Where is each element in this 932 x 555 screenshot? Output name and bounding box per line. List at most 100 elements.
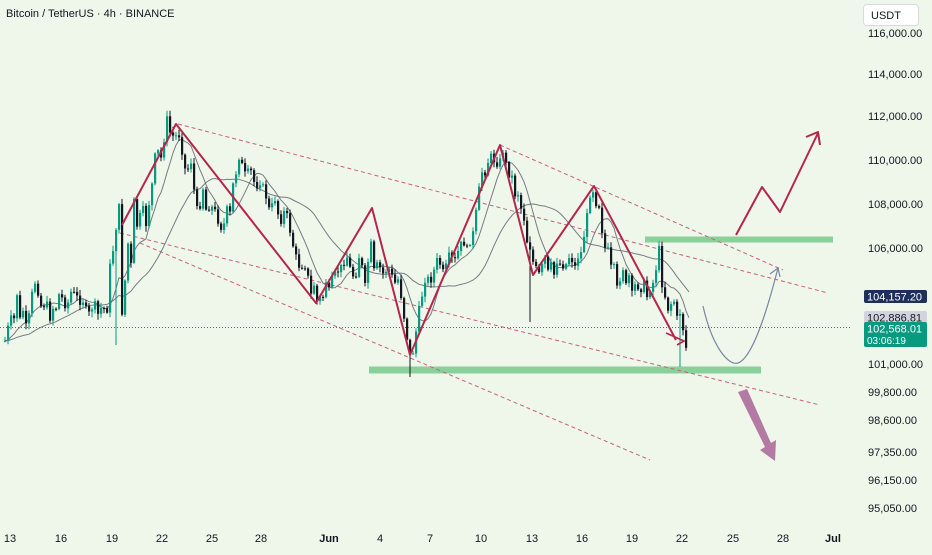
candle-body xyxy=(337,271,340,273)
candle-body xyxy=(400,279,403,299)
candle-body xyxy=(541,263,544,273)
candle-body xyxy=(409,339,412,354)
x-tick-label: Jun xyxy=(319,533,339,545)
candle-body xyxy=(247,168,250,172)
candle-body xyxy=(112,251,115,264)
candle-body xyxy=(76,291,79,296)
annotations-layer xyxy=(121,123,821,461)
currency-button[interactable]: USDT xyxy=(863,4,919,26)
candle-body xyxy=(517,195,520,197)
candle-body xyxy=(391,268,394,275)
candle-body xyxy=(340,264,343,273)
candle-body xyxy=(652,282,655,292)
x-tick-label: 22 xyxy=(676,533,688,545)
candle-body xyxy=(49,301,52,321)
candle-body xyxy=(445,263,448,270)
candle-body xyxy=(352,266,355,277)
x-tick-label: 13 xyxy=(4,533,16,545)
candle-body xyxy=(634,284,637,291)
candle-body xyxy=(88,305,91,312)
candle-body xyxy=(262,184,265,186)
candle-body xyxy=(202,189,205,209)
candle-body xyxy=(244,163,247,172)
middle-channel-line xyxy=(119,232,821,406)
candle-body xyxy=(106,308,109,313)
candle-body xyxy=(34,283,37,292)
y-tick-label: 112,000.00 xyxy=(868,111,922,123)
candle-body xyxy=(118,204,121,230)
candle-body xyxy=(397,279,400,283)
candle-body xyxy=(658,246,661,271)
candle-body xyxy=(571,258,574,263)
candle-body xyxy=(331,275,334,288)
candle-body xyxy=(508,162,511,178)
x-tick-label: 7 xyxy=(427,533,433,545)
candle-body xyxy=(313,285,316,294)
candle-body xyxy=(184,154,187,169)
candle-body xyxy=(82,302,85,305)
candle-body xyxy=(322,296,325,298)
candle-body xyxy=(259,185,262,189)
candle-body xyxy=(250,168,253,171)
candle-body xyxy=(559,263,562,265)
candle-body xyxy=(601,207,604,234)
candle-body xyxy=(292,232,295,247)
zones-layer xyxy=(369,236,833,374)
candle-body xyxy=(130,243,133,263)
y-axis: 116,000.00 114,000.00 112,000.00 110,000.00… xyxy=(850,0,932,550)
price-badge-countdown: 03:06:19 xyxy=(867,336,906,347)
candle-body xyxy=(631,275,634,291)
candle-body xyxy=(532,249,535,262)
candle-body xyxy=(199,206,202,209)
price-badge xyxy=(864,290,927,303)
candle-body xyxy=(238,159,241,175)
candle-body xyxy=(289,213,292,233)
candle-body xyxy=(310,275,313,294)
candle-body xyxy=(622,270,625,282)
candle-body xyxy=(478,186,481,210)
candle-body xyxy=(166,116,169,143)
candle-body xyxy=(79,295,82,305)
candle-body xyxy=(283,210,286,224)
candle-body xyxy=(646,280,649,298)
candle-body xyxy=(514,175,517,197)
candle-body xyxy=(274,201,277,204)
candle-body xyxy=(271,203,274,208)
candle-body xyxy=(127,243,130,281)
price-badge xyxy=(864,311,927,324)
candle-body xyxy=(586,213,589,237)
candle-body xyxy=(190,163,193,170)
candle-body xyxy=(421,296,424,306)
candle-body xyxy=(109,263,112,313)
candle-body xyxy=(373,241,376,269)
candle-body xyxy=(667,297,670,311)
x-tick-label: 13 xyxy=(526,533,538,545)
x-tick-label: 19 xyxy=(626,533,638,545)
candle-body xyxy=(121,204,124,315)
candle-body xyxy=(325,282,328,297)
candle-body xyxy=(151,183,154,206)
candle-body xyxy=(220,223,223,230)
candle-body xyxy=(394,274,397,283)
candle-body xyxy=(16,295,19,319)
candle-body xyxy=(475,209,478,232)
candle-body xyxy=(547,256,550,270)
candles-layer xyxy=(4,110,688,377)
candle-body xyxy=(91,309,94,312)
candle-body xyxy=(376,262,379,269)
candle-body xyxy=(595,192,598,207)
price-badge-label: 102,568.01 xyxy=(867,324,922,336)
candle-body xyxy=(427,276,430,283)
x-tick-label: 10 xyxy=(475,533,487,545)
candle-body xyxy=(265,184,268,199)
candle-body xyxy=(670,304,673,311)
candle-body xyxy=(580,252,583,259)
x-tick-label: 25 xyxy=(727,533,739,545)
candle-body xyxy=(286,210,289,214)
candle-body xyxy=(343,264,346,266)
candle-body xyxy=(673,301,676,305)
candle-body xyxy=(577,258,580,266)
candle-body xyxy=(319,296,322,302)
